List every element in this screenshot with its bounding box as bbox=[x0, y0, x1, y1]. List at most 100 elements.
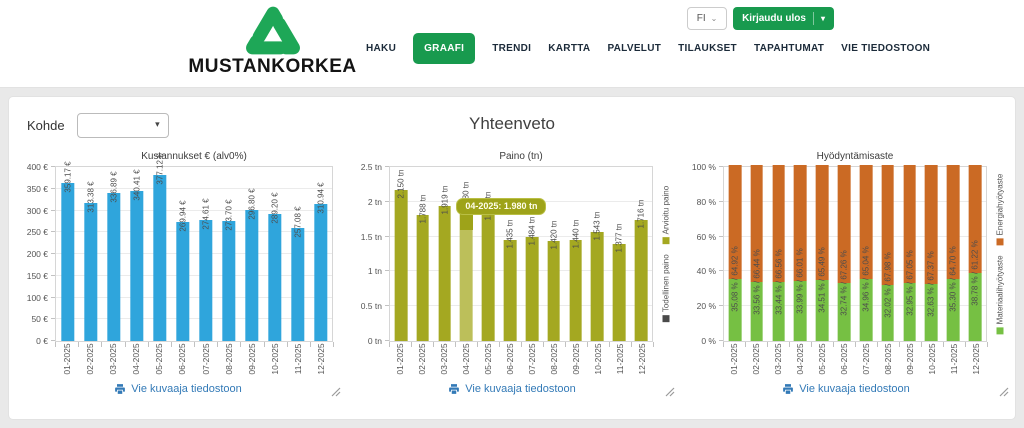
bar-04-2025[interactable] bbox=[460, 201, 473, 341]
x-tick bbox=[286, 342, 288, 347]
bar-segment-materiaalihyötyaste[interactable] bbox=[772, 282, 785, 341]
bar-12-2025[interactable] bbox=[313, 204, 328, 341]
bar-03-2025[interactable] bbox=[106, 192, 121, 341]
kohde-label: Kohde bbox=[27, 118, 65, 133]
legend-label: Materiaalihyötyaste bbox=[995, 255, 1005, 325]
bar-06-2025[interactable] bbox=[175, 222, 190, 341]
x-axis-label: 01-2025 bbox=[395, 343, 405, 375]
bar-02-2025[interactable] bbox=[83, 203, 98, 341]
x-axis-label: 07-2025 bbox=[861, 343, 871, 375]
bar-01-2025[interactable] bbox=[60, 182, 75, 341]
bar-segment-energiahyötyaste[interactable] bbox=[946, 165, 960, 279]
bar-11-2025[interactable] bbox=[946, 165, 960, 341]
bar-11-2025[interactable] bbox=[290, 227, 305, 341]
bar-01-2025[interactable] bbox=[394, 189, 408, 341]
export-chart-link[interactable]: Vie kuvaaja tiedostoon bbox=[11, 383, 345, 395]
x-axis-label: 03-2025 bbox=[773, 343, 783, 375]
bar-04-2025[interactable] bbox=[794, 165, 807, 341]
bar-05-2025[interactable] bbox=[152, 175, 167, 341]
y-axis-label: 2.5 tn bbox=[360, 162, 382, 172]
bar-08-2025[interactable] bbox=[881, 165, 895, 341]
bar-03-2025[interactable] bbox=[772, 165, 785, 341]
resize-handle-icon[interactable] bbox=[665, 387, 675, 397]
bar-segment-materiaalihyötyaste[interactable] bbox=[794, 281, 807, 341]
bar-segment-materiaalihyötyaste[interactable] bbox=[968, 272, 982, 341]
nav-item-tapahtumat[interactable]: TAPAHTUMAT bbox=[753, 43, 825, 54]
bar-04-2025[interactable] bbox=[129, 191, 144, 341]
bar-07-2025[interactable] bbox=[859, 165, 873, 341]
nav-item-trendi[interactable]: TRENDI bbox=[492, 43, 532, 54]
bar-segment-energiahyötyaste[interactable] bbox=[968, 165, 982, 273]
bar-segment-energiahyötyaste[interactable] bbox=[772, 165, 785, 283]
bar-08-2025[interactable] bbox=[221, 220, 236, 341]
bar-segment-materiaalihyötyaste[interactable] bbox=[859, 279, 873, 341]
bar-05-2025[interactable] bbox=[815, 165, 829, 341]
language-select[interactable]: FI ⌄ bbox=[687, 7, 728, 30]
language-value: FI bbox=[696, 13, 706, 24]
bar-segment-materiaalihyötyaste[interactable] bbox=[815, 280, 829, 341]
x-axis-label: 09-2025 bbox=[246, 343, 257, 375]
bar-segment-energiahyötyaste[interactable] bbox=[925, 165, 938, 284]
bar-09-2025[interactable] bbox=[569, 239, 582, 341]
bar-segment-materiaalihyötyaste[interactable] bbox=[837, 283, 851, 341]
nav-item-vie-tiedostoon[interactable]: VIE TIEDOSTOON bbox=[841, 43, 931, 54]
export-chart-link[interactable]: Vie kuvaaja tiedostoon bbox=[679, 383, 1013, 395]
bar-12-2025[interactable] bbox=[634, 220, 648, 341]
bar-segment-energiahyötyaste[interactable] bbox=[881, 165, 895, 285]
y-axis-label: 80 % bbox=[696, 196, 716, 207]
x-tick bbox=[521, 342, 522, 347]
bar-02-2025[interactable] bbox=[416, 215, 430, 341]
bar-11-2025[interactable] bbox=[612, 244, 626, 341]
bar-value-label: 32.63 % / 67.37 % bbox=[926, 250, 936, 317]
bar-segment-energiahyötyaste[interactable] bbox=[815, 165, 829, 281]
bar-03-2025[interactable] bbox=[438, 205, 451, 341]
x-axis: 01-2025 02-2025 03-2025 04-2025 05-2025 06-20… bbox=[389, 342, 654, 380]
bar-segment-materiaalihyötyaste[interactable] bbox=[728, 279, 742, 341]
nav-item-tilaukset[interactable]: TILAUKSET bbox=[678, 43, 737, 54]
printer-icon bbox=[783, 384, 794, 394]
bar-segment-materiaalihyötyaste[interactable] bbox=[750, 281, 764, 341]
resize-handle-icon[interactable] bbox=[331, 387, 341, 397]
bar-05-2025[interactable] bbox=[481, 211, 495, 341]
bar-09-2025[interactable] bbox=[903, 165, 916, 341]
bar-segment-materiaalihyötyaste[interactable] bbox=[946, 278, 960, 341]
bar-06-2025[interactable] bbox=[503, 239, 517, 341]
bar-10-2025[interactable] bbox=[925, 165, 938, 341]
resize-handle-icon[interactable] bbox=[999, 387, 1009, 397]
bar-10-2025[interactable] bbox=[591, 232, 604, 341]
bar-02-2025[interactable] bbox=[750, 165, 764, 341]
bar-segment-materiaalihyötyaste[interactable] bbox=[881, 284, 895, 341]
bar-12-2025[interactable] bbox=[968, 165, 982, 341]
nav-item-graafi[interactable]: GRAAFI bbox=[413, 33, 476, 64]
kohde-filter: Kohde ▾ bbox=[27, 113, 169, 138]
bar-01-2025[interactable] bbox=[728, 165, 742, 341]
export-chart-link[interactable]: Vie kuvaaja tiedostoon bbox=[345, 383, 679, 395]
bar-07-2025[interactable] bbox=[525, 236, 539, 341]
kohde-select[interactable]: ▾ bbox=[76, 113, 169, 138]
bar-segment-energiahyötyaste[interactable] bbox=[837, 165, 851, 284]
bar-08-2025[interactable] bbox=[547, 241, 561, 341]
bar-06-2025[interactable] bbox=[837, 165, 851, 341]
bar-segment-materiaalihyötyaste[interactable] bbox=[925, 283, 938, 341]
bar-value-label: 32.74 % / 67.26 % bbox=[839, 250, 849, 317]
bar-segment-energiahyötyaste[interactable] bbox=[859, 165, 873, 280]
x-tick bbox=[921, 342, 922, 347]
chart-legend: Todellinen paino Arvioitu paino bbox=[662, 186, 671, 323]
nav-item-haku[interactable]: HAKU bbox=[366, 43, 397, 54]
bar-value-label: 32.02 % / 67.98 % bbox=[883, 251, 893, 318]
bar-segment-energiahyötyaste[interactable] bbox=[750, 165, 764, 282]
nav-item-palvelut[interactable]: PALVELUT bbox=[607, 43, 662, 54]
bar-segment-energiahyötyaste[interactable] bbox=[903, 165, 916, 283]
bar-value-label: 359.17 € bbox=[63, 161, 72, 193]
logout-button[interactable]: Kirjaudu ulos ▾ bbox=[733, 7, 834, 30]
bar-09-2025[interactable] bbox=[244, 210, 259, 341]
bar-segment-energiahyötyaste[interactable] bbox=[794, 165, 807, 282]
x-axis-label: 09-2025 bbox=[905, 343, 915, 375]
y-axis-label: 350 € bbox=[26, 183, 48, 194]
bar-07-2025[interactable] bbox=[198, 220, 213, 341]
bar-10-2025[interactable] bbox=[267, 213, 282, 341]
nav-item-kartta[interactable]: KARTTA bbox=[548, 43, 591, 54]
chart-title: Hyödyntämisaste bbox=[816, 151, 894, 162]
bar-segment-materiaalihyötyaste[interactable] bbox=[903, 283, 916, 341]
bar-segment-energiahyötyaste[interactable] bbox=[728, 165, 742, 280]
